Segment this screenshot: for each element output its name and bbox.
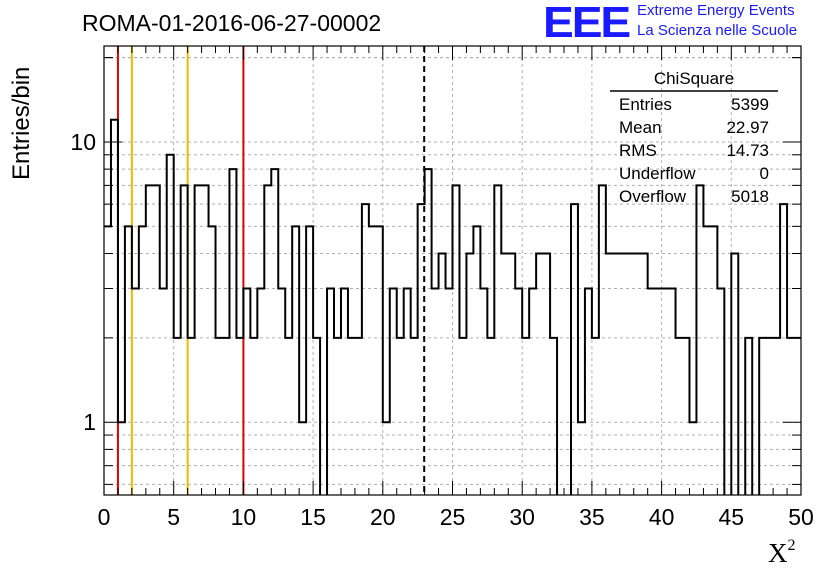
stats-row-label: Mean <box>619 118 662 137</box>
eee-logo: EEE <box>543 0 631 47</box>
x-tick-label: 25 <box>440 504 466 530</box>
y-tick-label: 10 <box>70 129 96 155</box>
stats-row-value: 22.97 <box>726 118 769 137</box>
logo-tagline-1: Extreme Energy Events <box>637 2 795 19</box>
x-tick-label: 50 <box>788 504 814 530</box>
stats-row-value: 14.73 <box>726 141 769 160</box>
stats-row-value: 0 <box>760 164 769 183</box>
stats-row-value: 5018 <box>731 187 769 206</box>
x-axis-label: X2 <box>768 537 796 569</box>
chart-title: ROMA-01-2016-06-27-00002 <box>82 10 382 36</box>
stats-row-label: RMS <box>619 141 657 160</box>
stats-row-label: Entries <box>619 95 672 114</box>
x-tick-label: 20 <box>370 504 396 530</box>
x-axis-label-superscript: 2 <box>787 537 796 554</box>
x-axis-label-main: X <box>768 538 788 568</box>
y-tick-label: 1 <box>83 409 96 435</box>
stats-row-label: Overflow <box>619 187 687 206</box>
x-tick-label: 45 <box>719 504 745 530</box>
histogram-line <box>104 118 801 495</box>
logo-tagline-2: La Scienza nelle Scuole <box>637 22 798 39</box>
stats-title: ChiSquare <box>654 69 734 88</box>
x-tick-label: 5 <box>167 504 180 530</box>
stats-row-value: 5399 <box>731 95 769 114</box>
x-tick-label: 35 <box>579 504 605 530</box>
stats-row-label: Underflow <box>619 164 696 183</box>
x-tick-label: 10 <box>231 504 257 530</box>
x-tick-label: 30 <box>509 504 535 530</box>
x-tick-label: 40 <box>649 504 675 530</box>
x-tick-label: 15 <box>300 504 326 530</box>
x-tick-label: 0 <box>98 504 111 530</box>
